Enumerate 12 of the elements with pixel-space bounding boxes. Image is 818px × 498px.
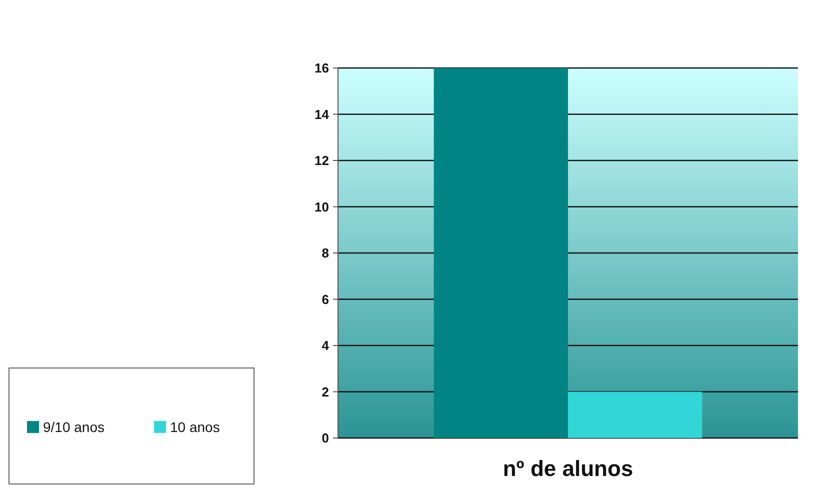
legend-label: 10 anos — [170, 419, 220, 435]
x-tick-label: nº de alunos — [502, 456, 634, 481]
legend-label: 9/10 anos — [43, 419, 104, 435]
y-tick-label: 8 — [322, 246, 329, 261]
y-tick-label: 6 — [322, 292, 329, 307]
y-tick-label: 4 — [322, 338, 330, 354]
y-tick-label: 12 — [314, 153, 329, 168]
y-tick-label: 2 — [322, 384, 329, 400]
y-tick-label: 0 — [322, 430, 329, 446]
y-tick-label: 10 — [314, 199, 329, 214]
y-tick-label: 16 — [314, 60, 329, 76]
y-tick-label: 14 — [314, 106, 330, 122]
